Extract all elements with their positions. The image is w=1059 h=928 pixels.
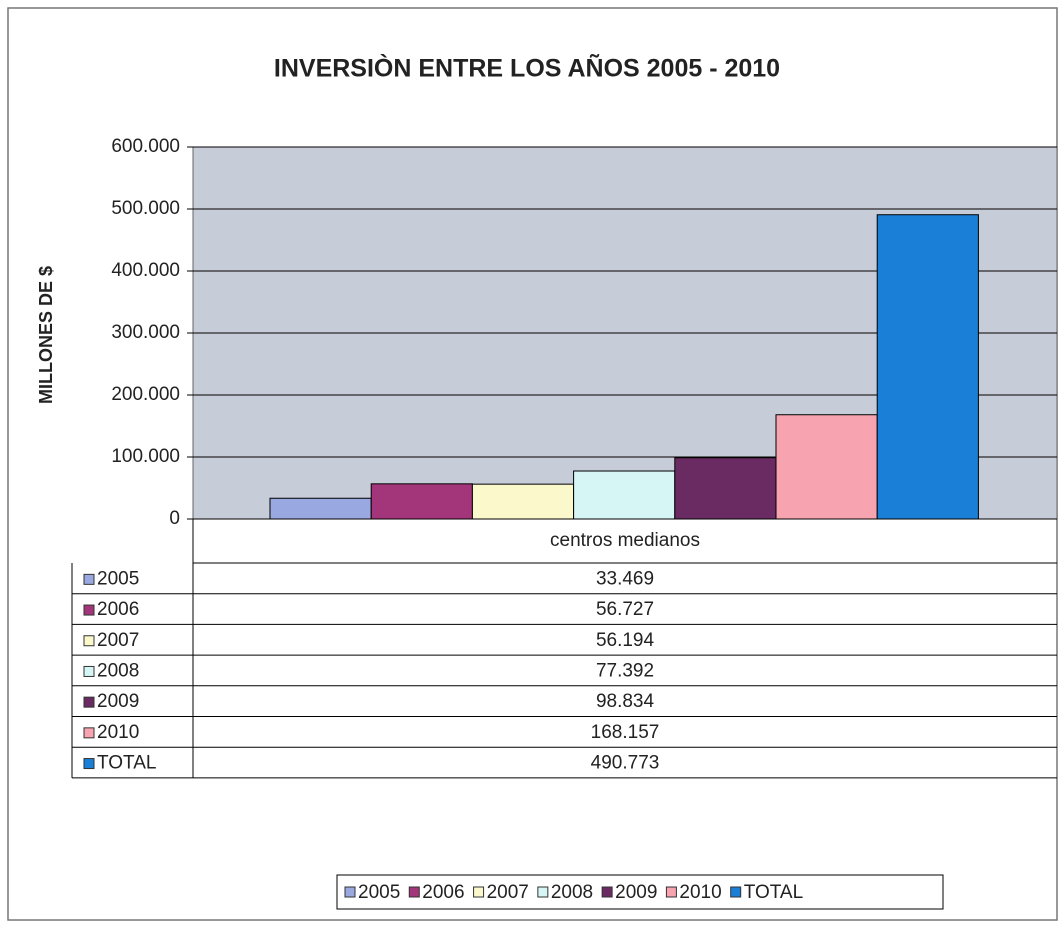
y-tick-label: 100.000 [111,446,180,467]
table-value: 490.773 [591,753,660,774]
table-row-label: 2007 [97,630,139,651]
y-tick-label: 600.000 [111,136,180,157]
bar [876,214,979,520]
legend-key [537,886,549,898]
table-row-label: TOTAL [97,753,156,774]
y-tick-label: 500.000 [111,198,180,219]
legend-label: 2010 [679,882,721,903]
table-value: 56.727 [596,599,654,620]
table-row-label: 2008 [97,660,139,681]
table-legend-key [83,573,95,585]
x-tick-label: centros medianos [550,530,700,551]
table-legend-key [83,758,95,770]
y-axis-label: MILLONES DE $ [36,266,56,404]
legend-label: 2006 [422,882,464,903]
legend-key [665,886,677,898]
legend-label: 2009 [615,882,657,903]
table-value: 168.157 [591,722,660,743]
table-legend-key [83,727,95,739]
table-row-label: 2009 [97,691,139,712]
table-row-label: 2006 [97,599,139,620]
table-legend-key [83,696,95,708]
table-value: 77.392 [596,660,654,681]
bar [269,497,372,520]
table-value: 98.834 [596,691,655,712]
table-row-label: 2005 [97,568,139,589]
chart-title: INVERSIÒN ENTRE LOS AÑOS 2005 - 2010 [274,53,780,83]
table-value: 56.194 [596,630,655,651]
bar [471,483,575,520]
bar [573,470,676,520]
legend-label: TOTAL [744,882,803,903]
table-legend-key [83,665,95,677]
legend-key [473,886,485,898]
legend-label: 2008 [551,882,593,903]
y-tick-label: 0 [169,508,180,529]
table-legend-key [83,635,95,647]
legend-key [344,886,356,898]
legend-key [601,886,613,898]
legend-box [336,874,944,910]
legend-label: 2005 [358,882,400,903]
y-tick-label: 300.000 [111,322,180,343]
legend-key [408,886,420,898]
legend-label: 2007 [487,882,529,903]
table-legend-key [83,604,95,616]
bar [370,483,473,520]
bar [775,414,878,520]
y-tick-label: 400.000 [111,260,180,281]
bar [674,457,777,520]
table-value: 33.469 [596,568,654,589]
legend-key [730,886,742,898]
table-row-label: 2010 [97,722,139,743]
y-tick-label: 200.000 [111,384,180,405]
